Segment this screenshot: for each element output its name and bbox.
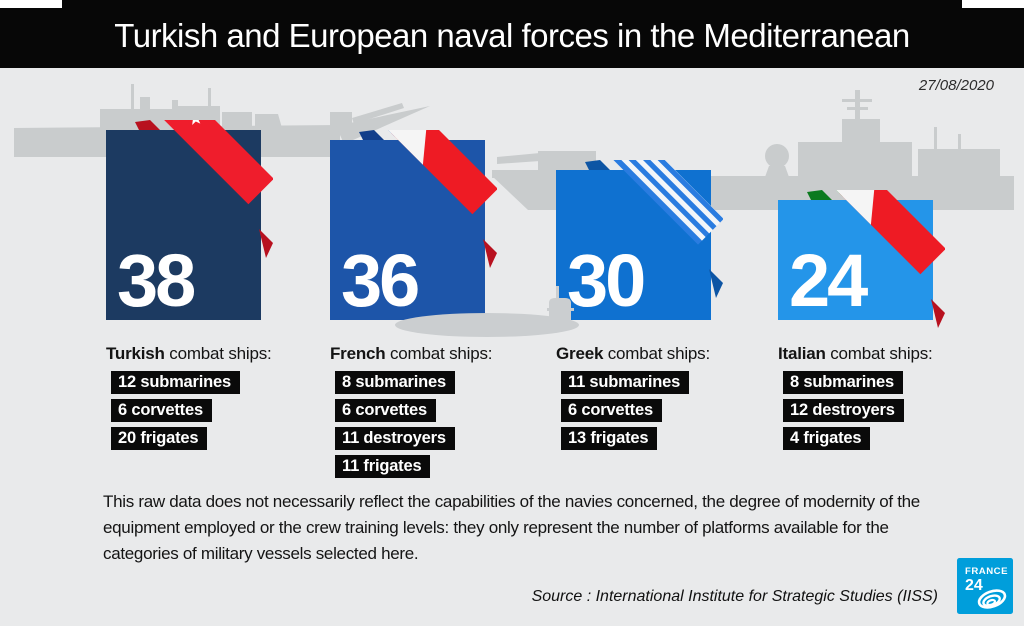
- turkey-heading: Turkish combat ships:: [106, 344, 326, 364]
- ship-type-chip: 8 submarines: [783, 371, 903, 394]
- ship-type-chip: 8 submarines: [335, 371, 455, 394]
- france24-swirl-icon: [977, 589, 1007, 609]
- greece-country-name: Greek: [556, 344, 604, 363]
- france-flag-ribbon-icon: [359, 130, 497, 268]
- italy-card: 24: [778, 190, 945, 328]
- italy-heading-suffix: combat ships:: [825, 344, 933, 363]
- turkey-card: 38: [106, 120, 273, 322]
- italy-ship-list: 8 submarines 12 destroyers 4 frigates: [783, 371, 998, 450]
- turkey-label-block: Turkish combat ships: 12 submarines 6 co…: [106, 344, 326, 455]
- ship-type-chip: 6 corvettes: [561, 399, 662, 422]
- ship-type-chip: 11 submarines: [561, 371, 690, 394]
- france-label-block: French combat ships: 8 submarines 6 corv…: [330, 344, 550, 483]
- ship-type-chip: 6 corvettes: [335, 399, 436, 422]
- ship-type-chip: 11 destroyers: [335, 427, 455, 450]
- ship-type-chip: 12 destroyers: [783, 399, 904, 422]
- header-bar: Turkish and European naval forces in the…: [0, 0, 1024, 68]
- ship-type-chip: 12 submarines: [111, 371, 240, 394]
- ship-type-chip: 11 frigates: [335, 455, 431, 478]
- turkey-flag-ribbon-icon: [135, 120, 273, 258]
- italy-ship-count: 24: [789, 239, 868, 322]
- turkey-country-name: Turkish: [106, 344, 165, 363]
- greece-ship-list: 11 submarines 6 corvettes 13 frigates: [561, 371, 776, 450]
- greece-ship-count: 30: [567, 239, 646, 322]
- france24-logo-line2: 24: [965, 577, 983, 594]
- turkey-ship-count: 38: [117, 239, 196, 322]
- greece-card: 30: [556, 160, 723, 322]
- france-country-name: French: [330, 344, 386, 363]
- header-corner-notch-left: [0, 0, 62, 8]
- turkey-heading-suffix: combat ships:: [164, 344, 272, 363]
- greece-heading-suffix: combat ships:: [603, 344, 711, 363]
- greece-flag-ribbon-icon: [585, 160, 723, 298]
- ship-type-chip: 13 frigates: [561, 427, 658, 450]
- header-corner-notch-right: [962, 0, 1024, 8]
- italy-heading: Italian combat ships:: [778, 344, 998, 364]
- italy-flag-ribbon-icon: [807, 190, 945, 328]
- france-heading: French combat ships:: [330, 344, 550, 364]
- turkey-ship-list: 12 submarines 6 corvettes 20 frigates: [111, 371, 326, 450]
- france24-logo: FRANCE 24: [957, 558, 1013, 614]
- ship-type-chip: 6 corvettes: [111, 399, 212, 422]
- date-label: 27/08/2020: [918, 77, 994, 94]
- source-text: Source : International Institute for Str…: [531, 588, 938, 605]
- disclaimer-text: This raw data does not necessarily refle…: [103, 492, 920, 563]
- page-title: Turkish and European naval forces in the…: [114, 17, 910, 54]
- ship-type-chip: 4 frigates: [783, 427, 871, 450]
- greece-label-block: Greek combat ships: 11 submarines 6 corv…: [556, 344, 776, 455]
- france-ship-count: 36: [341, 239, 420, 322]
- italy-label-block: Italian combat ships: 8 submarines 12 de…: [778, 344, 998, 455]
- france-card: 36: [330, 130, 497, 322]
- france-heading-suffix: combat ships:: [385, 344, 493, 363]
- italy-country-name: Italian: [778, 344, 826, 363]
- france24-logo-line1: FRANCE: [965, 566, 1008, 577]
- greece-heading: Greek combat ships:: [556, 344, 776, 364]
- france-ship-list: 8 submarines 6 corvettes 11 destroyers 1…: [335, 371, 550, 478]
- ship-type-chip: 20 frigates: [111, 427, 208, 450]
